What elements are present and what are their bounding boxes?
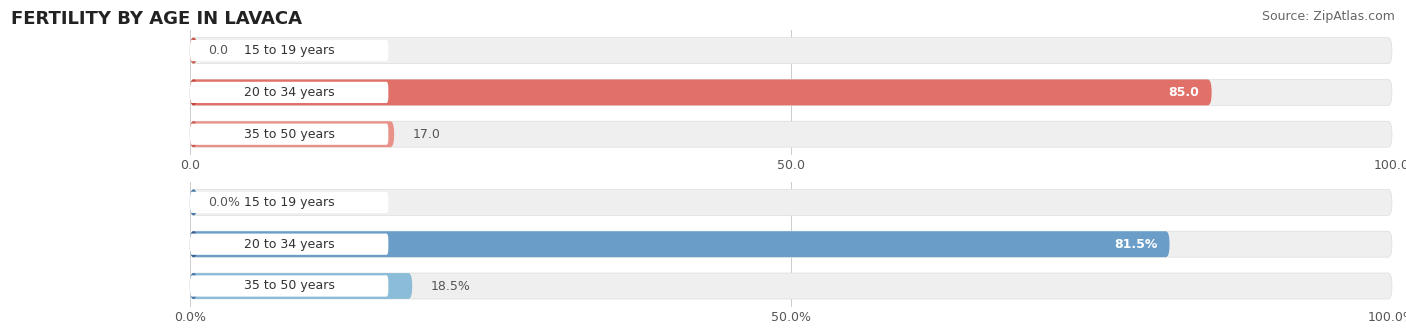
Text: 15 to 19 years: 15 to 19 years — [243, 196, 335, 209]
Text: 0.0: 0.0 — [208, 44, 228, 57]
FancyBboxPatch shape — [190, 189, 1392, 215]
Text: 15 to 19 years: 15 to 19 years — [243, 44, 335, 57]
Text: 18.5%: 18.5% — [430, 280, 470, 292]
Text: 17.0: 17.0 — [412, 128, 440, 141]
Circle shape — [190, 232, 197, 256]
Circle shape — [190, 38, 197, 63]
Text: 85.0: 85.0 — [1168, 86, 1199, 99]
FancyBboxPatch shape — [190, 231, 1392, 257]
FancyBboxPatch shape — [190, 273, 1392, 299]
Text: 35 to 50 years: 35 to 50 years — [243, 128, 335, 141]
FancyBboxPatch shape — [190, 192, 388, 213]
FancyBboxPatch shape — [190, 273, 412, 299]
FancyBboxPatch shape — [190, 121, 394, 147]
FancyBboxPatch shape — [190, 123, 388, 145]
FancyBboxPatch shape — [190, 40, 388, 61]
Circle shape — [190, 274, 197, 298]
FancyBboxPatch shape — [190, 121, 1392, 147]
FancyBboxPatch shape — [190, 38, 1392, 64]
FancyBboxPatch shape — [190, 82, 388, 103]
Text: FERTILITY BY AGE IN LAVACA: FERTILITY BY AGE IN LAVACA — [11, 10, 302, 28]
Circle shape — [190, 80, 197, 105]
Text: 81.5%: 81.5% — [1114, 238, 1157, 251]
FancyBboxPatch shape — [190, 234, 388, 255]
FancyBboxPatch shape — [190, 80, 1392, 105]
Text: 20 to 34 years: 20 to 34 years — [243, 238, 335, 251]
FancyBboxPatch shape — [190, 231, 1170, 257]
FancyBboxPatch shape — [190, 80, 1212, 105]
FancyBboxPatch shape — [190, 275, 388, 297]
Text: 35 to 50 years: 35 to 50 years — [243, 280, 335, 292]
Text: Source: ZipAtlas.com: Source: ZipAtlas.com — [1261, 10, 1395, 23]
Text: 20 to 34 years: 20 to 34 years — [243, 86, 335, 99]
Text: 0.0%: 0.0% — [208, 196, 240, 209]
Circle shape — [190, 122, 197, 147]
Circle shape — [190, 190, 197, 215]
